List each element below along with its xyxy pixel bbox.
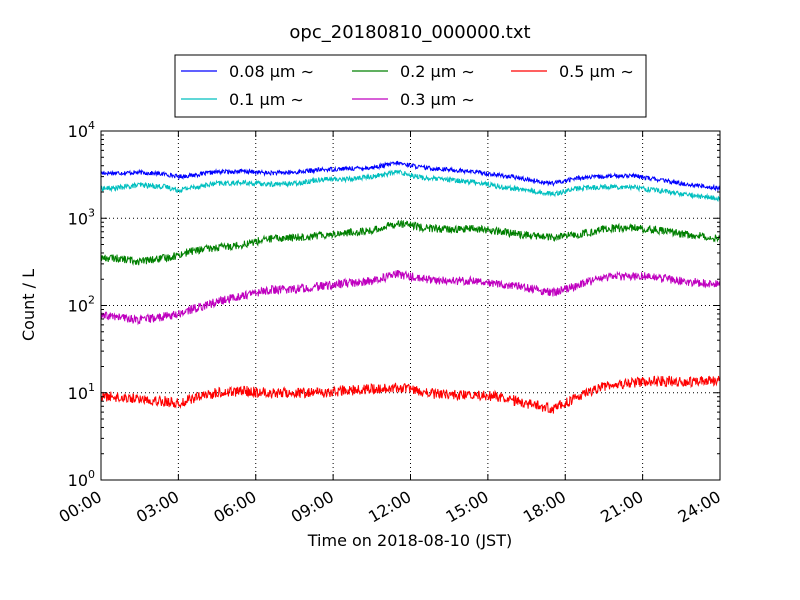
x-axis-title: Time on 2018-08-10 (JST) [307, 531, 512, 550]
legend-label: 0.3 μm ∼ [400, 90, 475, 109]
y-tick-exponent: 0 [88, 468, 95, 481]
series-line-3 [100, 219, 721, 267]
legend-box [174, 54, 647, 118]
legend-label: 0.2 μm ∼ [400, 62, 475, 81]
y-tick-exponent: 1 [88, 381, 95, 394]
series-line-4 [100, 269, 721, 326]
series-line-5 [100, 375, 721, 414]
series-line-2 [100, 169, 721, 203]
y-axis-title: Count / L [19, 269, 38, 341]
y-tick-exponent: 2 [88, 294, 95, 307]
series-layer [100, 160, 721, 414]
legend-label: 0.1 μm ∼ [229, 90, 304, 109]
legend-label: 0.5 μm ∼ [559, 62, 634, 81]
y-tick-exponent: 3 [88, 206, 95, 219]
legend-label: 0.08 μm ∼ [229, 62, 314, 81]
series-line-1 [100, 160, 721, 193]
chart-title: opc_20180810_000000.txt [289, 22, 530, 43]
y-tick-exponent: 4 [88, 119, 95, 132]
legend: 0.08 μm ∼ 0.1 μm ∼ 0.2 μm ∼ 0.3 μm ∼ 0.5 μm … [174, 54, 647, 118]
